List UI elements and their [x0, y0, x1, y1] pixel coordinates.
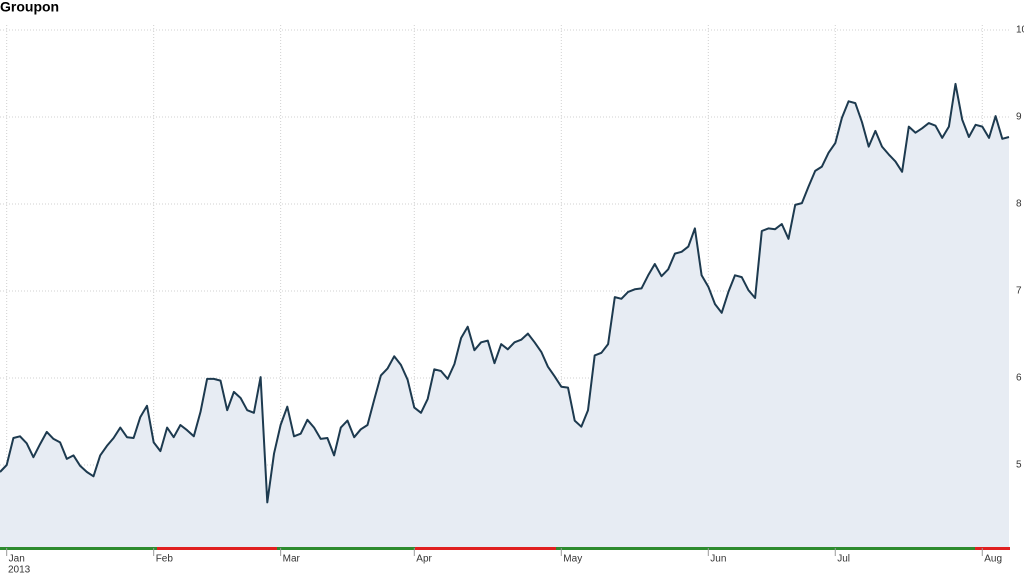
x-tick-label: Apr: [416, 554, 432, 565]
period-down: [415, 547, 556, 550]
y-tick-label: 6: [1016, 373, 1022, 384]
period-up: [277, 547, 415, 550]
y-tick-label: 5: [1016, 460, 1022, 471]
x-year-label: 2013: [8, 565, 31, 576]
x-tick-label: Jul: [837, 554, 850, 565]
period-down: [975, 547, 1010, 550]
x-tick-label: Jan: [9, 554, 25, 565]
period-down: [157, 547, 277, 550]
period-up: [556, 547, 975, 550]
chart-title: Groupon: [0, 0, 59, 15]
x-tick-label: Mar: [283, 554, 301, 565]
y-tick-label: 10: [1016, 25, 1024, 36]
period-up: [0, 547, 157, 550]
price-line: [0, 82, 1010, 504]
plot: [0, 82, 1010, 549]
x-tick-label: May: [563, 554, 582, 565]
x-tick-label: Feb: [156, 554, 174, 565]
y-tick-label: 7: [1016, 286, 1022, 297]
period-bar: [0, 547, 1010, 550]
x-tick-label: Jun: [710, 554, 726, 565]
y-tick-label: 8: [1016, 199, 1022, 210]
area: [0, 83, 1009, 549]
x-tick-label: Aug: [984, 554, 1002, 565]
y-tick-label: 9: [1016, 112, 1022, 123]
